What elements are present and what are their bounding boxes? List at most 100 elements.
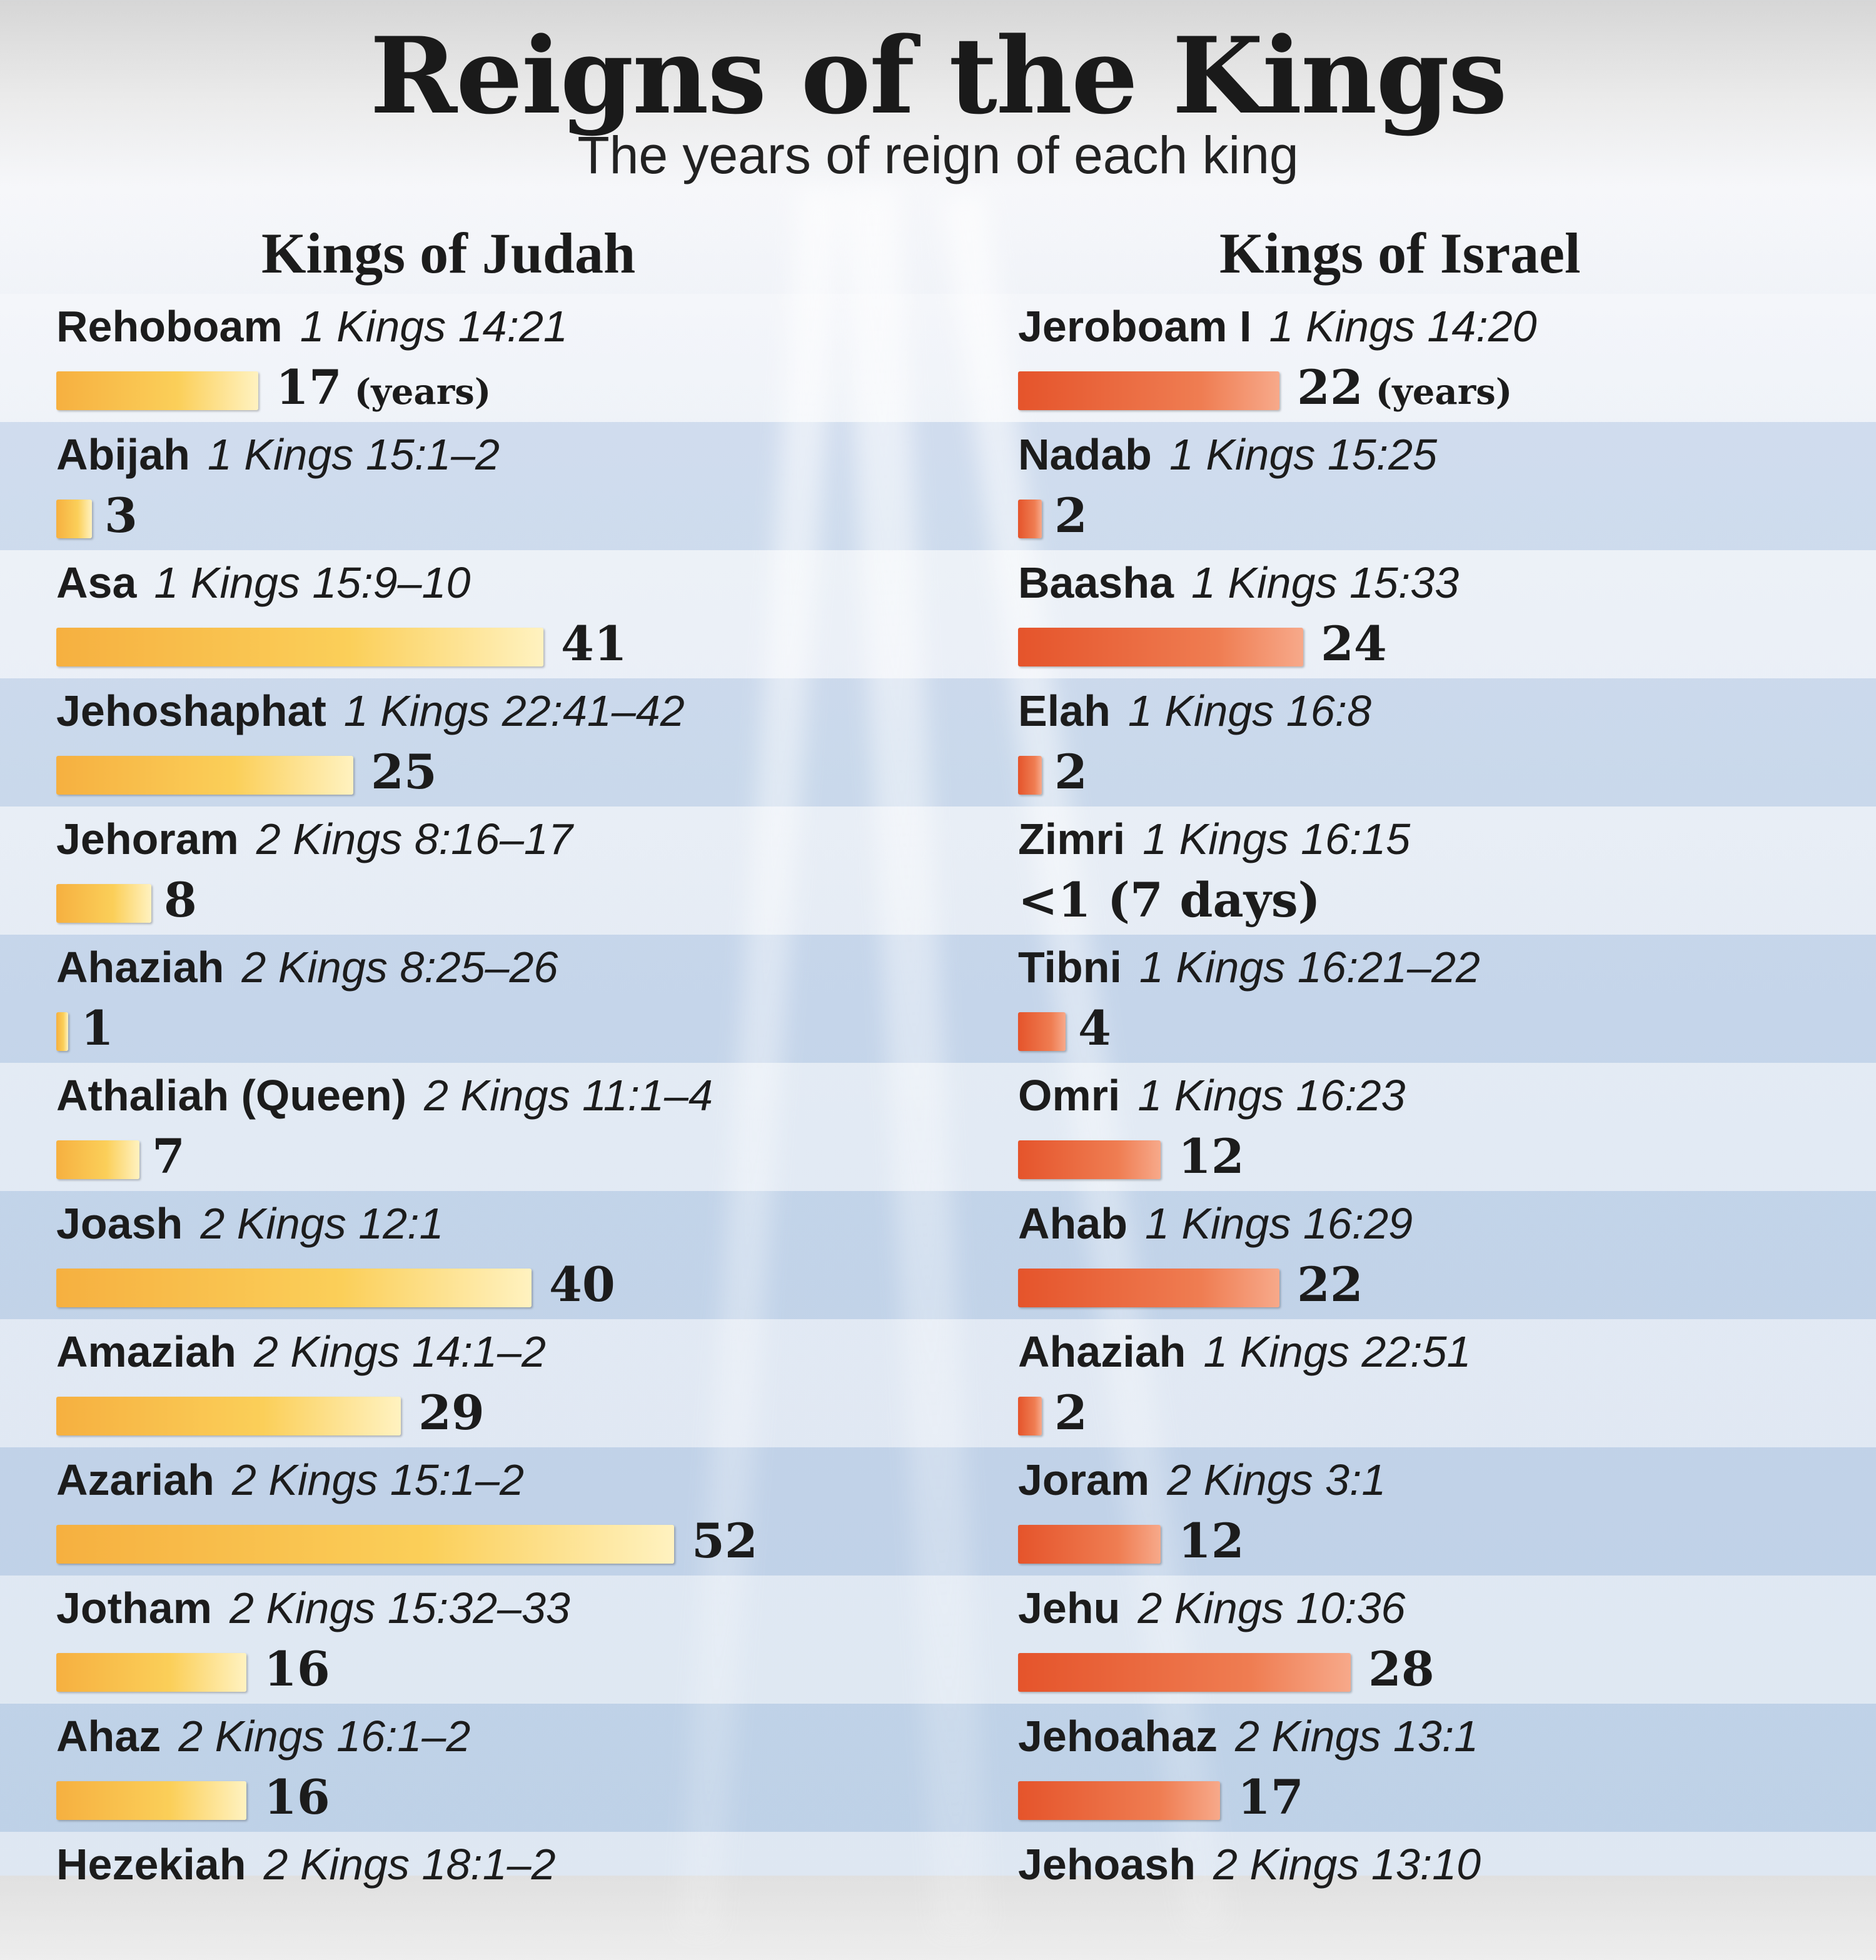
israel-entry: Omri 1 Kings 16:23 12 <box>1018 1069 1406 1187</box>
value-text: 2 <box>1054 488 1087 543</box>
king-name-line: Abijah 1 Kings 15:1–2 <box>56 428 500 481</box>
king-name-line: Omri 1 Kings 16:23 <box>1018 1069 1406 1122</box>
bar-row: 1 <box>56 998 558 1058</box>
israel-entry: Jehoash 2 Kings 13:10 <box>1018 1838 1481 1891</box>
scripture-reference: 1 Kings 16:29 <box>1145 1199 1413 1248</box>
bar-row: 40 <box>56 1255 615 1315</box>
bar-row: 52 <box>56 1511 758 1571</box>
israel-entry: Zimri 1 Kings 16:15 <1 (7 days) <box>1018 813 1410 930</box>
king-name-line: Jehoshaphat 1 Kings 22:41–42 <box>56 685 685 737</box>
king-name-line: Amaziah 2 Kings 14:1–2 <box>56 1325 546 1378</box>
value-text: 22 <box>1297 359 1363 415</box>
scripture-reference: 1 Kings 16:15 <box>1142 815 1411 863</box>
value-label: 16 <box>264 1767 330 1827</box>
judah-bar <box>56 500 92 538</box>
king-name: Ahaziah <box>1018 1327 1186 1376</box>
value-label: 4 <box>1078 998 1111 1058</box>
value-text: 40 <box>549 1257 615 1312</box>
scripture-reference: 1 Kings 16:8 <box>1127 686 1371 735</box>
scripture-reference: 1 Kings 16:21–22 <box>1139 943 1480 992</box>
judah-entry: Athaliah (Queen) 2 Kings 11:1–4 7 <box>56 1069 713 1187</box>
king-name: Hezekiah <box>56 1840 246 1889</box>
king-name: Zimri <box>1018 815 1126 863</box>
value-text: 17 <box>1238 1769 1304 1825</box>
scripture-reference: 1 Kings 15:9–10 <box>154 558 471 607</box>
bar-row: 12 <box>1018 1127 1406 1187</box>
israel-entry: Elah 1 Kings 16:8 2 <box>1018 685 1371 802</box>
king-name: Elah <box>1018 686 1111 735</box>
king-name-line: Jehu 2 Kings 10:36 <box>1018 1582 1406 1634</box>
value-label: 28 <box>1368 1639 1435 1699</box>
israel-bar <box>1018 1140 1161 1179</box>
value-text: 8 <box>164 872 197 928</box>
king-name-line: Jehoahaz 2 Kings 13:1 <box>1018 1710 1478 1762</box>
row-band <box>0 807 1876 935</box>
value-label: <1 (7 days) <box>1018 870 1321 930</box>
bar-row: 24 <box>1018 614 1459 674</box>
chart-subtitle: The years of reign of each king <box>577 126 1299 184</box>
israel-entry: Nadab 1 Kings 15:25 2 <box>1018 428 1437 546</box>
king-name: Jehoram <box>56 815 239 863</box>
scripture-reference: 1 Kings 14:20 <box>1269 302 1537 351</box>
scripture-reference: 1 Kings 15:1–2 <box>207 430 500 479</box>
king-name-line: Rehoboam 1 Kings 14:21 <box>56 300 568 353</box>
judah-entry: Rehoboam 1 Kings 14:21 17 (years) <box>56 300 568 418</box>
king-name: Joram <box>1018 1455 1150 1504</box>
king-name: Athaliah (Queen) <box>56 1071 407 1120</box>
israel-bar <box>1018 371 1279 410</box>
king-name-line: Hezekiah 2 Kings 18:1–2 <box>56 1838 556 1891</box>
bar-row: 2 <box>1018 486 1437 546</box>
bar-row: 8 <box>56 870 573 930</box>
scripture-reference: 2 Kings 3:1 <box>1167 1455 1386 1504</box>
israel-entry: Baasha 1 Kings 15:33 24 <box>1018 556 1459 674</box>
chart-title: Reigns of the Kings <box>370 14 1508 138</box>
value-text: 3 <box>104 488 138 543</box>
israel-bar <box>1018 1269 1279 1307</box>
scripture-reference: 1 Kings 22:41–42 <box>343 686 685 735</box>
king-name-line: Asa 1 Kings 15:9–10 <box>56 556 470 609</box>
israel-bar <box>1018 1397 1042 1435</box>
israel-entry: Joram 2 Kings 3:1 12 <box>1018 1454 1386 1571</box>
king-name-line: Zimri 1 Kings 16:15 <box>1018 813 1410 865</box>
king-name: Jehoahaz <box>1018 1712 1218 1761</box>
judah-entry: Jotham 2 Kings 15:32–33 16 <box>56 1582 570 1699</box>
scripture-reference: 2 Kings 18:1–2 <box>263 1840 556 1889</box>
scripture-reference: 2 Kings 15:32–33 <box>229 1584 570 1632</box>
value-text: 24 <box>1321 616 1387 671</box>
judah-entry: Abijah 1 Kings 15:1–2 3 <box>56 428 500 546</box>
king-name-line: Azariah 2 Kings 15:1–2 <box>56 1454 524 1506</box>
king-name-line: Jehoash 2 Kings 13:10 <box>1018 1838 1481 1891</box>
scripture-reference: 1 Kings 15:33 <box>1191 558 1460 607</box>
israel-bar <box>1018 1781 1220 1820</box>
bar-row: 16 <box>56 1767 470 1827</box>
king-name: Joash <box>56 1199 183 1248</box>
value-label: 1 <box>81 998 114 1058</box>
israel-column-title: Kings of Israel <box>1219 221 1581 285</box>
value-label: 52 <box>692 1511 758 1571</box>
scripture-reference: 2 Kings 8:16–17 <box>256 815 573 863</box>
king-name: Ahaz <box>56 1712 161 1761</box>
israel-bar <box>1018 1525 1161 1564</box>
value-text: 1 <box>81 1000 114 1056</box>
king-name-line: Joram 2 Kings 3:1 <box>1018 1454 1386 1506</box>
king-name: Jotham <box>56 1584 212 1632</box>
king-name: Azariah <box>56 1455 214 1504</box>
unit-label: (years) <box>1375 371 1513 413</box>
israel-entry: Tibni 1 Kings 16:21–22 4 <box>1018 941 1480 1058</box>
value-text: 12 <box>1178 1128 1244 1184</box>
unit-label: (years) <box>354 371 492 413</box>
value-text: 28 <box>1368 1641 1435 1697</box>
king-name: Rehoboam <box>56 302 283 351</box>
bar-row: 41 <box>56 614 627 674</box>
king-name: Jehu <box>1018 1584 1121 1632</box>
value-label: 3 <box>104 486 138 546</box>
judah-bar <box>56 756 353 795</box>
value-label: 25 <box>371 742 437 802</box>
israel-entry: Ahaziah 1 Kings 22:51 2 <box>1018 1325 1471 1443</box>
israel-entry: Jehu 2 Kings 10:36 28 <box>1018 1582 1435 1699</box>
value-label: 41 <box>561 614 627 674</box>
bar-row: 7 <box>56 1127 713 1187</box>
judah-column-title: Kings of Judah <box>261 221 636 285</box>
bar-row: 3 <box>56 486 500 546</box>
king-name-line: Jehoram 2 Kings 8:16–17 <box>56 813 573 865</box>
